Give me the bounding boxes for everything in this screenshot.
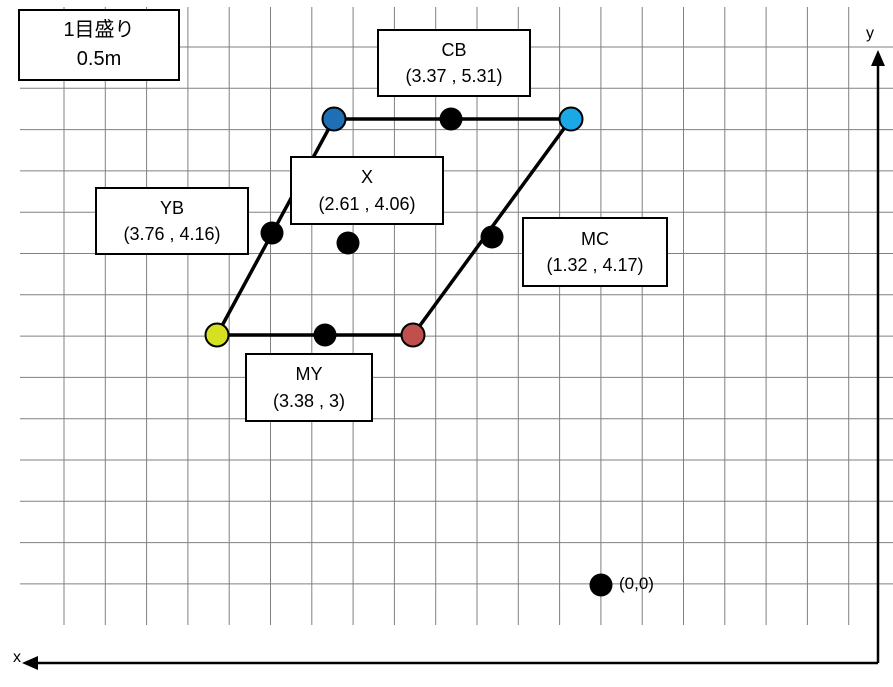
point-yb-marker xyxy=(260,221,284,245)
scale-box: 1目盛り 0.5m xyxy=(18,9,180,81)
point-x-marker xyxy=(336,231,360,255)
x-axis-arrowhead xyxy=(22,656,38,670)
point-my-marker xyxy=(313,323,337,347)
origin-marker xyxy=(589,573,613,597)
label-cb-coords: (3.37 , 5.31) xyxy=(405,66,503,86)
vertex-cyan xyxy=(558,106,584,132)
label-mc-coords: (1.32 , 4.17) xyxy=(546,255,644,275)
label-my-coords: (3.38 , 3) xyxy=(272,390,346,411)
label-x-coords: (2.61 , 4.06) xyxy=(318,193,416,214)
y-axis-arrowhead xyxy=(871,50,885,66)
label-box-x: X (2.61 , 4.06) xyxy=(290,156,444,225)
scale-unit-label: 1目盛り xyxy=(63,19,135,41)
label-box-my: MY (3.38 , 3) xyxy=(245,353,373,422)
scale-unit-value: 0.5m xyxy=(76,48,122,70)
label-mc-name: MC xyxy=(581,228,609,249)
vertex-red xyxy=(400,322,426,348)
y-axis-label: y xyxy=(866,25,874,42)
point-mc-marker xyxy=(480,225,504,249)
midpoints xyxy=(260,107,613,597)
grid-lines xyxy=(20,7,893,625)
label-box-cb: CB (3.37 , 5.31) xyxy=(377,29,531,97)
label-box-yb: YB (3.76 , 4.16) xyxy=(95,187,249,255)
origin-label: (0,0) xyxy=(619,574,654,593)
label-x-name: X xyxy=(360,167,373,188)
label-yb-coords: (3.76 , 4.16) xyxy=(123,224,221,244)
label-box-mc: MC (1.32 , 4.17) xyxy=(522,217,668,287)
axes xyxy=(22,50,885,670)
label-cb-name: CB xyxy=(441,39,467,60)
label-yb-name: YB xyxy=(159,197,184,218)
vertex-yellow xyxy=(204,322,230,348)
vertices xyxy=(204,106,584,348)
point-cb-marker xyxy=(439,107,463,131)
label-my-name: MY xyxy=(295,364,323,385)
x-axis-label: x xyxy=(13,649,21,666)
vertex-blue xyxy=(321,106,347,132)
